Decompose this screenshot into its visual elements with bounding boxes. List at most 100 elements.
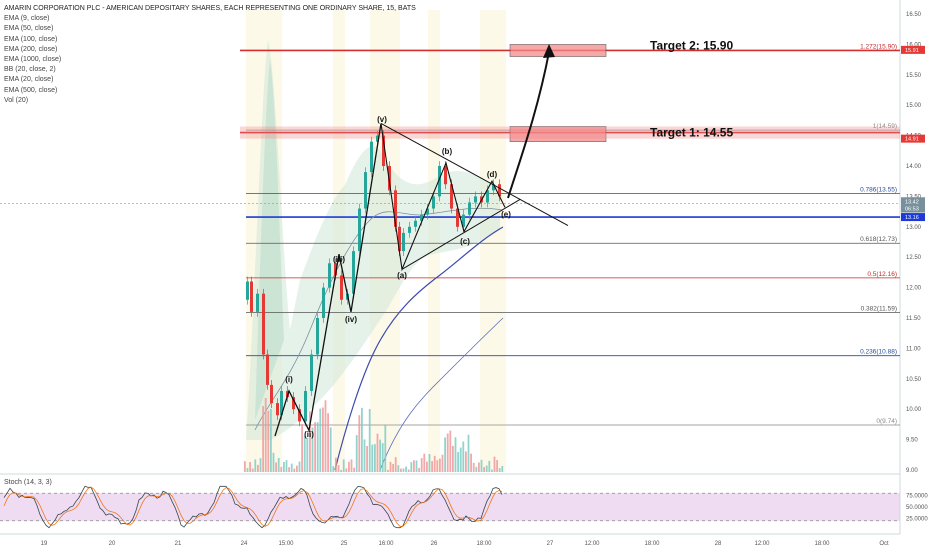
volume-bar bbox=[311, 427, 314, 472]
y-tick-12: 10.50 bbox=[906, 377, 922, 383]
indicator-ema-1000[interactable]: EMA (1000, close) bbox=[4, 56, 62, 64]
fib-label-6: 0.236(10.88) bbox=[860, 349, 897, 356]
chart-title: AMARIN CORPORATION PLC - AMERICAN DEPOSI… bbox=[4, 5, 416, 12]
candle-body bbox=[250, 281, 253, 312]
price-tag-0 bbox=[901, 45, 925, 54]
projection-arrow bbox=[507, 51, 550, 199]
impulse-wave-line bbox=[274, 123, 382, 437]
indicator-ema-50[interactable]: EMA (50, close) bbox=[4, 25, 54, 33]
target-1-label: Target 1: 14.55 bbox=[650, 126, 733, 140]
price-tag-3 bbox=[901, 204, 925, 213]
volume-bar bbox=[394, 457, 397, 472]
stoch-tick-1: 50.0000 bbox=[906, 505, 928, 511]
volume-bar bbox=[418, 467, 420, 472]
volume-bar bbox=[332, 466, 335, 472]
y-tick-9: 12.00 bbox=[906, 286, 922, 292]
indicator-ema-100[interactable]: EMA (100, close) bbox=[4, 35, 58, 43]
x-tick-13: 12:00 bbox=[754, 541, 770, 547]
volume-bar bbox=[272, 452, 275, 472]
indicator-ema-500[interactable]: EMA (500, close) bbox=[4, 86, 58, 94]
target-1-band bbox=[240, 126, 900, 139]
stoch-tick-2: 25.0000 bbox=[906, 517, 928, 523]
y-tick-3: 15.00 bbox=[906, 103, 922, 109]
stoch-band bbox=[0, 493, 900, 521]
wave-label-7: (c) bbox=[460, 237, 470, 246]
wave-label-8: (d) bbox=[487, 170, 498, 179]
y-tick-7: 13.00 bbox=[906, 225, 922, 231]
volume-bar bbox=[454, 437, 457, 472]
volume-bar bbox=[374, 444, 376, 472]
volume-bar bbox=[426, 461, 428, 472]
target-zone-1 bbox=[509, 44, 607, 57]
volume-bar bbox=[423, 453, 426, 472]
stoch-label[interactable]: Stoch (14, 3, 3) bbox=[4, 479, 52, 486]
volume-bar bbox=[428, 454, 431, 472]
volume-bar bbox=[270, 408, 272, 472]
volume-bar bbox=[420, 458, 423, 472]
volume-bar bbox=[459, 447, 462, 472]
volume-bar bbox=[262, 406, 264, 472]
candle-body bbox=[328, 263, 331, 288]
volume-bar bbox=[465, 451, 467, 472]
volume-bar bbox=[254, 459, 257, 472]
candle-body bbox=[262, 293, 265, 355]
price-tag-label-4: 13.16 bbox=[905, 215, 919, 221]
volume-bar bbox=[376, 433, 379, 472]
volume-bar bbox=[446, 433, 449, 472]
wave-label-9: (e) bbox=[501, 210, 511, 219]
price-tag-label-0: 15.91 bbox=[905, 48, 919, 54]
indicator-ema-9[interactable]: EMA (9, close) bbox=[4, 15, 50, 23]
volume-bar bbox=[472, 462, 475, 472]
wave-label-1: (ii) bbox=[304, 430, 314, 439]
indicator-ema-200[interactable]: EMA (200, close) bbox=[4, 45, 58, 53]
volume-bar bbox=[244, 461, 246, 472]
volume-bar bbox=[249, 462, 251, 472]
candle-body bbox=[450, 184, 453, 209]
volume-bar bbox=[496, 460, 498, 472]
volume-bar bbox=[309, 411, 311, 472]
y-tick-15: 9.00 bbox=[906, 468, 918, 474]
candle-body bbox=[486, 190, 489, 203]
volume-bar bbox=[303, 435, 306, 472]
wave-label-3: (iv) bbox=[345, 315, 357, 324]
y-tick-10: 11.50 bbox=[906, 316, 921, 322]
candle-body bbox=[438, 166, 441, 197]
indicator-bb[interactable]: BB (20, close, 2) bbox=[4, 66, 56, 74]
candle-body bbox=[316, 318, 319, 355]
y-tick-0: 16.50 bbox=[906, 12, 922, 18]
candle-body bbox=[340, 275, 343, 300]
volume-bar bbox=[485, 465, 488, 472]
x-tick-4: 15:00 bbox=[278, 541, 294, 547]
volume-bar bbox=[397, 465, 400, 472]
fib-label-1: 1(14.59) bbox=[873, 123, 897, 130]
candle-body bbox=[276, 403, 279, 416]
indicator-volume[interactable]: Vol (20) bbox=[4, 96, 29, 104]
candles bbox=[246, 130, 501, 427]
volume-bar bbox=[348, 461, 350, 472]
candle-body bbox=[292, 397, 295, 410]
x-tick-14: 18:00 bbox=[814, 541, 830, 547]
volume-bar bbox=[501, 465, 504, 472]
wave-label-4: (v) bbox=[377, 115, 387, 124]
price-tag-label-1: 14.91 bbox=[905, 137, 919, 143]
volume-bar bbox=[483, 467, 485, 472]
volume-bar bbox=[436, 460, 439, 472]
volume-bar bbox=[316, 422, 319, 472]
x-tick-8: 18:00 bbox=[476, 541, 492, 547]
x-tick-3: 24 bbox=[241, 541, 248, 547]
wave-label-2: (iii) bbox=[333, 255, 345, 264]
x-tick-0: 19 bbox=[41, 541, 48, 547]
candle-body bbox=[402, 232, 405, 252]
candle-body bbox=[352, 251, 355, 294]
candle-body bbox=[298, 409, 301, 422]
volume-bar bbox=[290, 463, 293, 472]
volume-bar bbox=[246, 467, 249, 472]
stoch-tick-0: 75.0000 bbox=[906, 494, 928, 500]
volume-bar bbox=[371, 444, 374, 472]
volume-bar bbox=[306, 437, 309, 472]
candle-body bbox=[444, 166, 447, 185]
stoch-k-line bbox=[3, 485, 503, 529]
indicator-ema-20[interactable]: EMA (20, close) bbox=[4, 76, 54, 84]
